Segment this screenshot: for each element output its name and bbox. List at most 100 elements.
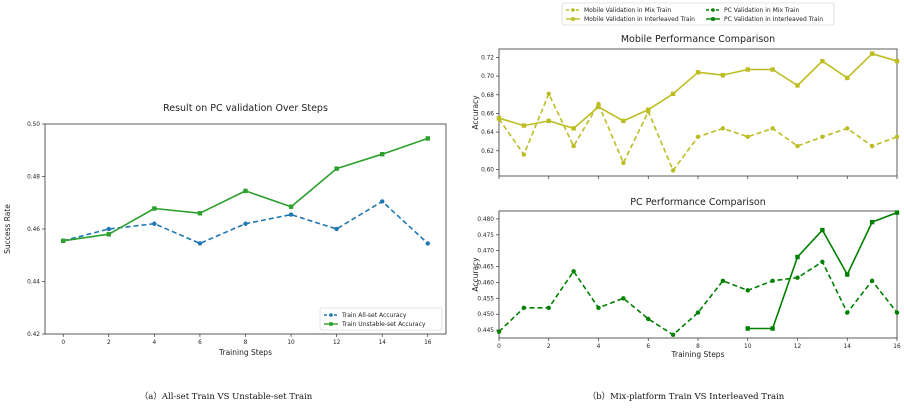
left-y-tick-label: 0.42 <box>27 332 40 338</box>
top-right-series-1-point <box>720 72 726 78</box>
top-right-series-1-point <box>546 118 551 124</box>
top-right-y-tick-label: 0.62 <box>481 149 494 155</box>
bottom-right-series-0-point <box>546 305 551 311</box>
bottom-right-series-0-point <box>496 329 502 334</box>
left-series-0-point <box>106 226 111 232</box>
bottom-right-series-0-point <box>621 296 626 301</box>
top-right-y-tick-label: 0.64 <box>481 130 494 136</box>
right-legend-label: PC Validation in Mix Train <box>724 7 800 14</box>
bottom-right-series-0-point <box>521 305 527 311</box>
left-series-0-point <box>334 226 339 232</box>
left-series-0-point <box>197 241 203 246</box>
right-legend-box <box>561 2 835 26</box>
bottom-right-y-tick-label: 0.480 <box>477 217 494 223</box>
right-legend-swatch-marker <box>571 17 575 21</box>
top-right-series-1-point <box>869 51 875 56</box>
left-series-1-point <box>380 151 385 157</box>
top-right-y-tick-label: 0.70 <box>481 74 494 80</box>
left-series-1-point <box>61 238 66 244</box>
bottom-right-series-1-point <box>820 227 825 233</box>
top-legend: Mobile Validation in Mix Train Mobile Val… <box>561 2 835 26</box>
bottom-right-series-1-point <box>795 254 800 260</box>
left-chart: Result on PC validation Over Steps Traini… <box>3 103 447 357</box>
pc-chart: PC Performance Comparison Training Steps A… <box>471 197 901 359</box>
bottom-right-series-0-point <box>670 332 676 338</box>
bottom-right-x-tick-label: 16 <box>893 344 901 350</box>
top-right-series-1-point <box>621 118 626 124</box>
left-series-0-point <box>152 221 157 226</box>
bottom-right-series-0-point <box>745 288 750 293</box>
top-right-series-0-point <box>745 134 750 139</box>
top-right-y-tick-label: 0.72 <box>481 55 494 61</box>
left-legend-label: Train All-set Accuracy <box>341 312 407 319</box>
top-right-y-tick-label: 0.60 <box>481 167 494 173</box>
bottom-right-y-tick-label: 0.450 <box>477 312 494 318</box>
top-right-series-1-point <box>894 58 900 64</box>
top-right-series-0-point <box>795 143 800 149</box>
bottom-right-series-0-point <box>720 278 726 284</box>
top-right-series-1-point <box>695 70 701 75</box>
bottom-right-y-tick-label: 0.465 <box>477 265 494 271</box>
bottom-right-x-tick-label: 14 <box>844 344 852 350</box>
bottom-right-series-1-point <box>869 219 875 225</box>
left-legend-box <box>319 307 443 331</box>
left-y-axis-label: Success Rate <box>3 204 12 254</box>
bottom-right-series-1-point <box>745 326 750 331</box>
top-right-plot-frame <box>498 48 898 177</box>
left-x-tick-label: 12 <box>333 340 341 346</box>
left-series-1-point <box>152 206 157 211</box>
bottom-right-series-1-point <box>845 272 850 277</box>
top-right-series-0-point <box>521 152 527 157</box>
bottom-right-plot-frame <box>498 210 898 339</box>
bottom-right-x-tick-label: 2 <box>547 344 551 350</box>
right-legend-label: Mobile Validation in Mix Train <box>584 7 671 14</box>
right-legend-swatch-marker <box>571 8 575 12</box>
top-right-series-0-line <box>498 93 898 172</box>
bottom-right-y-tick-label: 0.455 <box>477 296 494 302</box>
left-x-tick-label: 10 <box>287 340 295 346</box>
top-right-series-1-point <box>571 126 576 131</box>
bottom-right-series-0-point <box>596 305 601 311</box>
left-series-1-point <box>425 136 430 141</box>
left-series-1-point <box>243 188 248 194</box>
top-right-y-tick-label: 0.68 <box>481 93 494 99</box>
bottom-right-series-0-point <box>894 310 900 315</box>
bottom-right-x-tick-label: 6 <box>646 344 650 350</box>
bottom-right-title: PC Performance Comparison <box>630 197 765 208</box>
bottom-right-x-tick-label: 12 <box>794 344 802 350</box>
left-x-tick-label: 6 <box>198 340 202 346</box>
left-x-tick-label: 8 <box>244 340 248 346</box>
bottom-right-series-0-point <box>845 310 850 315</box>
bottom-right-series-0-point <box>869 278 875 284</box>
top-right-series-0-point <box>770 126 775 131</box>
top-right-series-1-point <box>670 91 676 97</box>
left-x-tick-label: 16 <box>424 340 432 346</box>
bottom-right-series-0-point <box>795 275 800 280</box>
bottom-right-series-0-line <box>498 260 898 336</box>
top-right-series-1-point <box>496 115 502 121</box>
right-legend-swatch-marker <box>711 17 715 21</box>
left-series-1-point <box>106 232 111 237</box>
bottom-right-series-1-point <box>894 210 900 215</box>
top-right-title: Mobile Performance Comparison <box>621 34 775 45</box>
top-right-y-tick-label: 0.66 <box>481 111 494 117</box>
top-right-y-axis-label: Accuracy <box>471 95 480 130</box>
left-x-tick-label: 0 <box>61 340 65 346</box>
top-right-series-0-point <box>820 134 825 139</box>
top-right-series-0-point <box>845 126 850 131</box>
top-right-series-1-point <box>646 107 651 112</box>
left-x-tick-label: 14 <box>379 340 387 346</box>
left-legend-swatch-marker <box>329 322 333 326</box>
bottom-right-series-0-point <box>770 278 775 284</box>
left-y-tick-label: 0.46 <box>27 227 40 233</box>
right-legend-swatch-marker <box>711 8 715 12</box>
bottom-right-y-axis-label: Accuracy <box>471 257 480 292</box>
top-right-series-0-point <box>720 126 726 131</box>
left-x-tick-label: 2 <box>107 340 111 346</box>
top-right-series-1-point <box>596 104 601 110</box>
left-series-0-point <box>380 199 385 204</box>
left-y-tick-label: 0.48 <box>27 175 40 181</box>
bottom-right-y-tick-label: 0.460 <box>477 280 494 286</box>
top-right-series-1-point <box>745 67 750 72</box>
